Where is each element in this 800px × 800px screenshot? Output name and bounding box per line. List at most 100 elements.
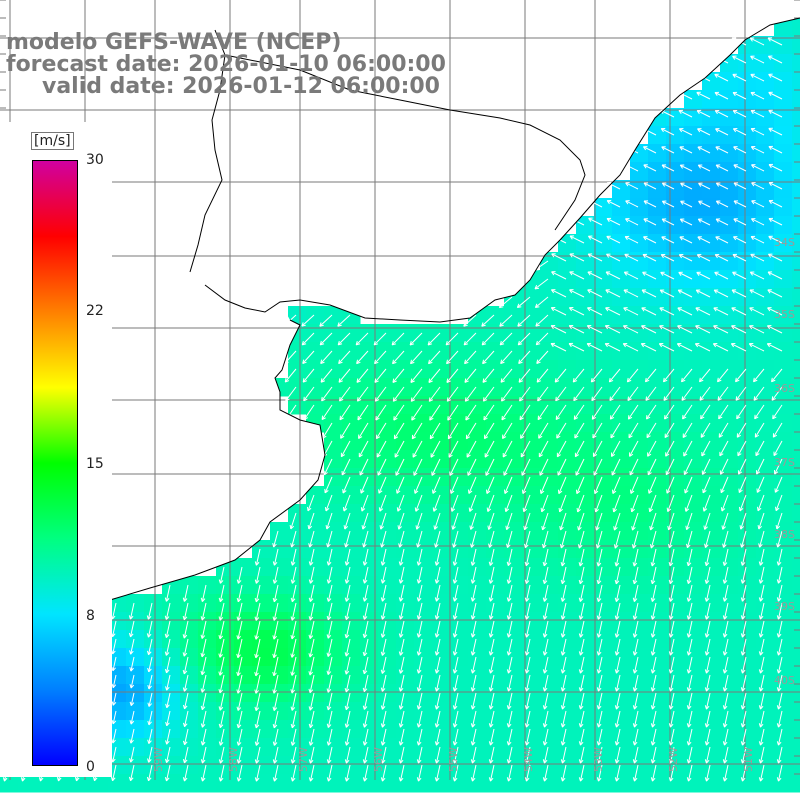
wind-vector-head <box>768 200 772 205</box>
wind-vector-head <box>472 723 476 728</box>
field-cell <box>576 648 595 667</box>
wind-vector-shaft <box>518 368 531 383</box>
wind-vector-head <box>575 454 580 458</box>
field-cell <box>576 252 595 271</box>
field-cell <box>342 522 361 541</box>
field-cell <box>612 306 631 325</box>
wind-vector-shaft <box>777 566 783 584</box>
field-cell <box>396 594 415 613</box>
wind-vector-shaft <box>489 566 495 584</box>
wind-vector-head <box>454 705 458 710</box>
wind-vector-head <box>374 397 377 402</box>
wind-vector-shaft <box>759 566 765 584</box>
wind-vector-shaft <box>381 602 387 620</box>
wind-vector-head <box>309 543 313 548</box>
wind-vector-head <box>712 343 717 348</box>
field-cell <box>594 270 613 289</box>
wind-vector-shaft <box>417 692 423 710</box>
wind-vector-head <box>559 525 561 531</box>
field-cell <box>756 486 775 505</box>
wind-vector-head <box>756 471 761 475</box>
wind-vector-head <box>490 597 494 602</box>
wind-vector-head <box>768 253 772 258</box>
wind-vector-head <box>362 579 365 584</box>
wind-vector-head <box>562 616 566 620</box>
wind-vector-head <box>518 361 523 365</box>
wind-vector-shaft <box>615 656 621 674</box>
wind-vector-head <box>218 777 221 782</box>
wind-vector-head <box>758 633 761 638</box>
wind-vector-head <box>380 777 383 782</box>
wind-vector-head <box>632 526 636 531</box>
wind-vector-head <box>436 723 440 728</box>
wind-vector-head <box>255 561 260 566</box>
wind-vector-head <box>652 669 656 674</box>
field-cell <box>252 540 271 559</box>
field-cell <box>774 738 793 757</box>
wind-vector-head <box>664 435 669 439</box>
field-cell <box>306 594 325 613</box>
wind-vector-shaft <box>507 548 513 566</box>
field-cell <box>234 648 253 667</box>
wind-vector-shaft <box>341 458 351 476</box>
wind-vector-shaft <box>484 422 495 439</box>
wind-vector-head <box>722 633 725 638</box>
wind-vector-shaft <box>303 404 315 420</box>
wind-vector-head <box>381 652 386 656</box>
wind-vector-head <box>356 380 361 383</box>
wind-vector-head <box>598 687 602 692</box>
wind-vector-head <box>237 689 241 694</box>
wind-vector-head <box>374 378 377 383</box>
wind-vector-shaft <box>219 566 225 584</box>
wind-vector-head <box>772 416 777 420</box>
wind-vector-shaft <box>376 440 387 458</box>
wind-vector-shaft <box>561 566 567 584</box>
wind-vector-head <box>58 777 62 782</box>
field-cell <box>756 234 775 253</box>
wind-vector-head <box>309 706 314 711</box>
wind-vector-head <box>182 740 186 745</box>
latitude-label: 40S <box>774 674 795 687</box>
wind-vector-shaft <box>522 476 531 494</box>
longitude-label: 52W <box>667 747 680 772</box>
field-cell <box>306 306 325 325</box>
wind-vector-head <box>555 417 560 420</box>
wind-vector-head <box>302 361 307 364</box>
wind-vector-head <box>484 436 489 440</box>
wind-vector-head <box>483 417 488 421</box>
wind-vector-head <box>255 617 260 621</box>
wind-vector-shaft <box>669 566 675 584</box>
wind-vector-head <box>291 598 296 603</box>
wind-vector-head <box>542 723 545 728</box>
wind-vector-head <box>237 672 241 677</box>
wind-vector-head <box>416 615 419 620</box>
wind-vector-head <box>400 670 404 674</box>
field-cell <box>306 648 325 667</box>
wind-vector-head <box>568 325 572 330</box>
wind-vector-shaft <box>502 422 513 439</box>
field-cell <box>432 432 451 451</box>
wind-vector-head <box>360 490 365 494</box>
wind-vector-head <box>398 687 401 692</box>
field-cell <box>576 270 595 289</box>
wind-vector-head <box>219 635 224 640</box>
field-cell <box>234 630 253 649</box>
wind-vector-head <box>749 307 753 312</box>
wind-vector-shaft <box>628 404 639 420</box>
latitude-label: 34S <box>774 236 795 249</box>
wind-vector-head <box>236 759 239 764</box>
wind-vector-head <box>184 723 188 728</box>
field-cell <box>666 288 685 307</box>
field-cell <box>360 486 379 505</box>
wind-vector-shaft <box>579 602 585 620</box>
wind-vector-head <box>632 759 635 764</box>
wind-vector-head <box>646 435 651 439</box>
field-cell <box>486 414 505 433</box>
wind-vector-shaft <box>686 512 693 530</box>
wind-vector-head <box>517 340 520 345</box>
field-cell <box>720 612 739 631</box>
field-cell <box>486 432 505 451</box>
wind-vector-head <box>598 669 602 674</box>
wind-vector-shaft <box>756 458 765 475</box>
wind-vector-head <box>326 615 329 621</box>
